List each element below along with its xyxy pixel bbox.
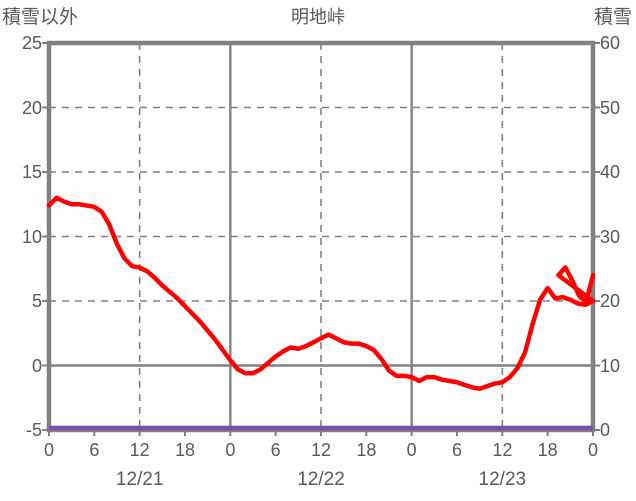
x-axis-hour-tick-6: 12 (310, 440, 332, 460)
x-axis-hour-tick-8: 0 (406, 440, 417, 460)
x-axis-hour-tick-0: 0 (43, 440, 54, 460)
right-axis-tick-1: 10 (600, 355, 621, 376)
right-axis-tick-5: 50 (600, 97, 621, 118)
left-axis-tick-2: 5 (31, 291, 42, 311)
x-axis-hour-tick-5: 6 (270, 440, 281, 460)
x-axis-hour-tick-2: 12 (129, 440, 150, 460)
left-axis-tick-4: 15 (21, 162, 42, 182)
left-axis-tick-3: 10 (21, 226, 42, 247)
right-axis-tick-6: 60 (600, 33, 621, 53)
right-axis-tick-4: 40 (600, 162, 621, 182)
right-axis-tick-0: 0 (600, 420, 611, 440)
right-axis-tick-3: 30 (600, 226, 621, 247)
data-series (46, 195, 596, 431)
left-axis-tick-1: 0 (31, 355, 42, 376)
x-axis-date-label-1: 12/22 (297, 469, 345, 490)
x-axis-hour-tick-12: 0 (587, 440, 598, 460)
x-axis-hour-tick-10: 12 (492, 440, 513, 460)
left-axis-tick-6: 25 (21, 33, 42, 53)
x-axis-hour-tick-1: 6 (89, 440, 100, 460)
left-axis-tick-0: -5 (25, 420, 42, 440)
x-axis-hour-tick-9: 6 (451, 440, 462, 460)
x-axis-hour-tick-4: 0 (225, 440, 236, 460)
chart-title: 明地峠 (291, 7, 345, 27)
right-axis-tick-2: 20 (600, 291, 621, 311)
x-axis-hour-tick-3: 18 (174, 440, 196, 460)
left-axis-tick-5: 20 (21, 97, 42, 118)
x-axis-hour-tick-11: 18 (537, 440, 558, 460)
temperature-line (46, 195, 596, 391)
x-axis-date-label-0: 12/21 (115, 469, 164, 490)
x-axis-hour-tick-7: 18 (356, 440, 377, 460)
right-axis-caption: 積雪 (593, 7, 632, 28)
left-axis-caption: 積雪以外 (2, 7, 79, 28)
x-axis-date-label-2: 12/23 (478, 469, 527, 490)
